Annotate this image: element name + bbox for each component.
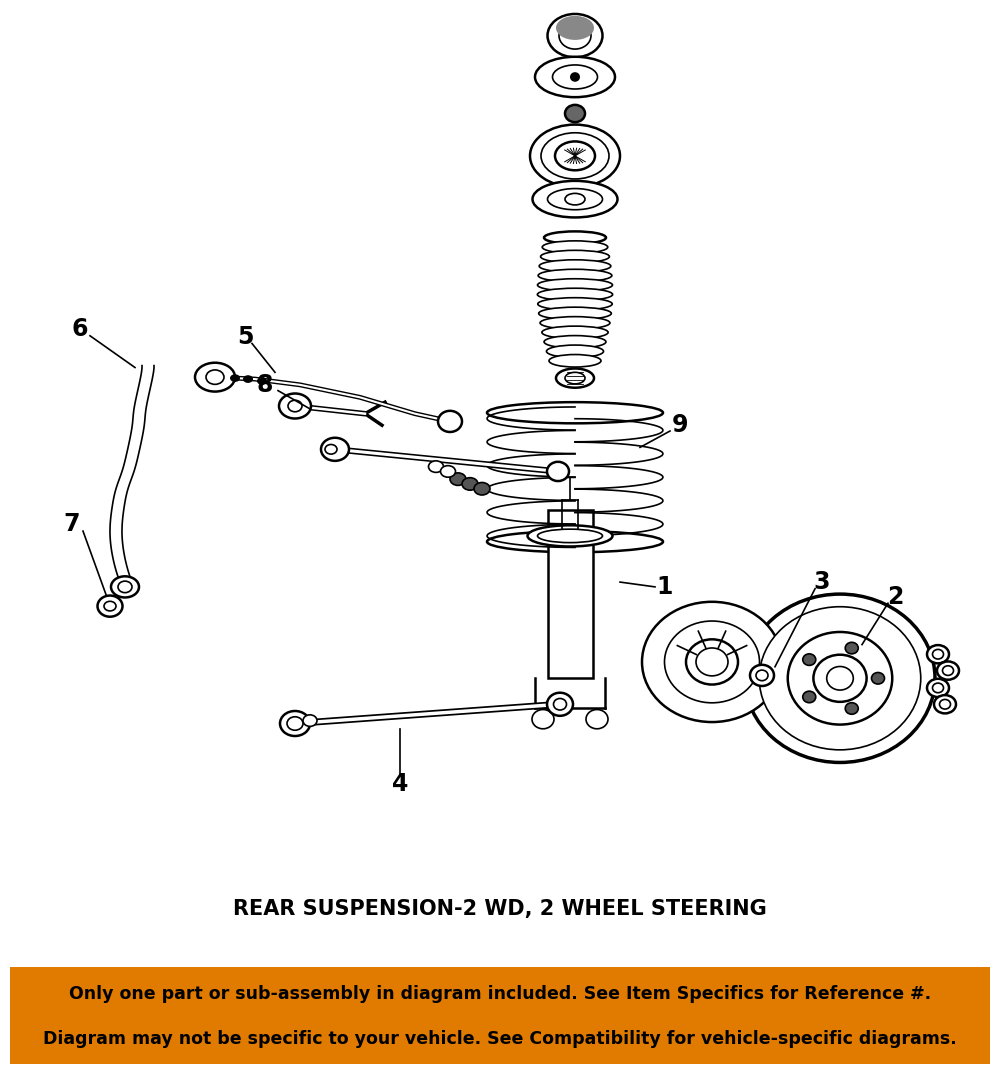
Ellipse shape <box>206 370 224 385</box>
Ellipse shape <box>813 654 867 702</box>
Ellipse shape <box>280 711 310 735</box>
Ellipse shape <box>440 466 456 477</box>
Bar <box>548 510 592 678</box>
Text: 9: 9 <box>672 414 688 437</box>
Ellipse shape <box>664 621 760 702</box>
Ellipse shape <box>927 679 949 697</box>
Ellipse shape <box>696 648 728 676</box>
Ellipse shape <box>487 402 663 423</box>
Ellipse shape <box>428 461 444 472</box>
Ellipse shape <box>927 645 949 664</box>
Text: 5: 5 <box>237 325 253 348</box>
Ellipse shape <box>243 375 253 383</box>
Ellipse shape <box>321 438 349 461</box>
Ellipse shape <box>532 181 618 217</box>
Ellipse shape <box>542 326 608 339</box>
Ellipse shape <box>565 372 585 384</box>
Ellipse shape <box>932 683 944 693</box>
Ellipse shape <box>487 531 663 553</box>
Ellipse shape <box>542 241 608 253</box>
Text: 2: 2 <box>887 585 903 608</box>
Ellipse shape <box>872 672 885 684</box>
Text: 7: 7 <box>64 512 80 537</box>
Ellipse shape <box>937 662 959 680</box>
Ellipse shape <box>934 695 956 713</box>
Ellipse shape <box>565 105 585 122</box>
Ellipse shape <box>845 702 858 714</box>
Ellipse shape <box>541 250 609 263</box>
Ellipse shape <box>535 57 615 97</box>
Ellipse shape <box>548 188 602 210</box>
Ellipse shape <box>303 715 317 727</box>
Text: 6: 6 <box>72 317 88 341</box>
Ellipse shape <box>803 692 816 702</box>
Ellipse shape <box>537 289 613 300</box>
Ellipse shape <box>788 632 892 725</box>
Text: 1: 1 <box>657 575 673 599</box>
Ellipse shape <box>750 665 774 686</box>
Ellipse shape <box>257 377 267 385</box>
Ellipse shape <box>98 595 122 617</box>
Ellipse shape <box>803 654 816 665</box>
Text: 4: 4 <box>392 772 408 796</box>
Ellipse shape <box>544 231 606 244</box>
Text: REAR SUSPENSION-2 WD, 2 WHEEL STEERING: REAR SUSPENSION-2 WD, 2 WHEEL STEERING <box>233 899 767 919</box>
Ellipse shape <box>325 445 337 454</box>
Ellipse shape <box>570 72 580 82</box>
Ellipse shape <box>288 400 302 412</box>
Ellipse shape <box>539 307 611 320</box>
Ellipse shape <box>586 710 608 729</box>
Ellipse shape <box>539 260 611 273</box>
Ellipse shape <box>686 639 738 684</box>
Ellipse shape <box>546 345 604 357</box>
Ellipse shape <box>474 482 490 495</box>
Text: Diagram may not be specific to your vehicle. See Compatibility for vehicle-speci: Diagram may not be specific to your vehi… <box>43 1031 957 1048</box>
Ellipse shape <box>541 133 609 179</box>
Ellipse shape <box>450 472 466 485</box>
Ellipse shape <box>565 193 585 205</box>
Ellipse shape <box>556 369 594 388</box>
Text: 3: 3 <box>814 570 830 594</box>
Ellipse shape <box>559 22 591 49</box>
Ellipse shape <box>759 607 921 749</box>
Ellipse shape <box>195 362 235 391</box>
Ellipse shape <box>554 698 566 710</box>
Ellipse shape <box>287 716 303 730</box>
Ellipse shape <box>462 478 478 491</box>
Ellipse shape <box>538 297 612 310</box>
Ellipse shape <box>756 670 768 681</box>
Ellipse shape <box>279 393 311 418</box>
Ellipse shape <box>549 355 601 367</box>
Ellipse shape <box>552 65 598 89</box>
Ellipse shape <box>940 699 950 709</box>
Ellipse shape <box>104 601 116 610</box>
Ellipse shape <box>528 525 612 546</box>
Text: 8: 8 <box>257 373 273 397</box>
Ellipse shape <box>438 410 462 432</box>
Ellipse shape <box>548 14 602 58</box>
Ellipse shape <box>532 710 554 729</box>
Ellipse shape <box>942 666 954 676</box>
Ellipse shape <box>547 462 569 481</box>
Ellipse shape <box>555 141 595 170</box>
Ellipse shape <box>111 576 139 598</box>
Text: Only one part or sub-assembly in diagram included. See Item Specifics for Refere: Only one part or sub-assembly in diagram… <box>69 986 931 1003</box>
Ellipse shape <box>544 336 606 348</box>
Ellipse shape <box>642 602 782 722</box>
Ellipse shape <box>827 666 853 691</box>
Ellipse shape <box>745 594 935 762</box>
Ellipse shape <box>538 529 602 543</box>
Ellipse shape <box>540 316 610 329</box>
Ellipse shape <box>556 16 594 40</box>
Ellipse shape <box>118 582 132 592</box>
Ellipse shape <box>530 125 620 187</box>
Ellipse shape <box>538 279 612 291</box>
Ellipse shape <box>538 269 612 282</box>
Ellipse shape <box>230 374 240 382</box>
Ellipse shape <box>845 642 858 654</box>
Ellipse shape <box>932 649 944 659</box>
Ellipse shape <box>547 693 573 716</box>
